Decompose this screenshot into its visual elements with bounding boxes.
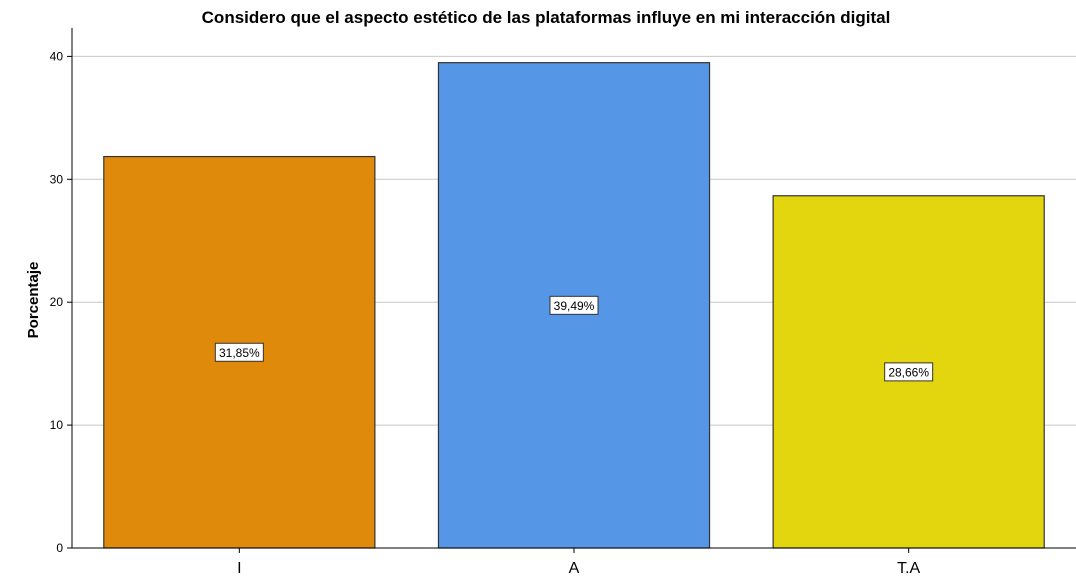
y-tick-label: 30 xyxy=(50,172,64,186)
data-label-box xyxy=(884,362,934,382)
y-axis-label: Porcentaje xyxy=(25,262,42,339)
axes: 0 10 20 30 40 I A T.A xyxy=(50,27,1076,577)
chart-title: Considero que el aspecto estético de las… xyxy=(202,8,891,27)
y-tick-label: 40 xyxy=(50,49,64,63)
x-tick-label: T.A xyxy=(897,560,920,577)
x-tick-label: I xyxy=(237,560,241,577)
data-label: 28,66% xyxy=(888,365,929,379)
y-tick-label: 20 xyxy=(50,295,64,309)
data-label: 39,49% xyxy=(554,299,595,313)
x-tick-label: A xyxy=(569,560,580,577)
y-tick-label: 10 xyxy=(50,418,64,432)
data-label-box xyxy=(549,295,599,315)
y-tick-label: 0 xyxy=(56,541,63,555)
data-label-box xyxy=(214,342,264,362)
data-label: 31,85% xyxy=(219,346,260,360)
data-labels: 31,85% 39,49% 28,66% xyxy=(214,295,934,382)
